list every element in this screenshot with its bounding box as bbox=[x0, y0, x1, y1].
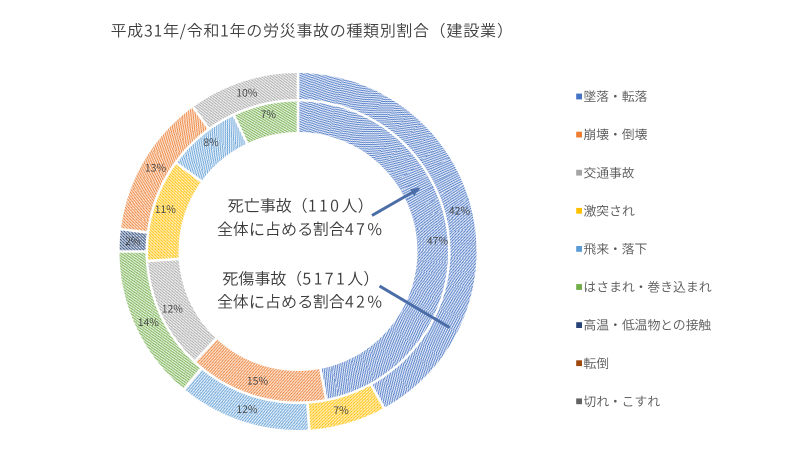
svg-text:42%: 42% bbox=[449, 203, 471, 218]
svg-text:14%: 14% bbox=[138, 315, 160, 330]
svg-text:11%: 11% bbox=[155, 202, 177, 217]
svg-text:47%: 47% bbox=[427, 233, 449, 248]
svg-text:7%: 7% bbox=[261, 107, 277, 122]
svg-text:飛来・落下: 飛来・落下 bbox=[583, 239, 647, 258]
svg-text:12%: 12% bbox=[236, 402, 258, 417]
svg-text:15%: 15% bbox=[247, 374, 269, 389]
svg-text:崩壊・倒壊: 崩壊・倒壊 bbox=[583, 124, 647, 143]
svg-text:死傷事故（5171人）: 死傷事故（5171人） bbox=[222, 265, 379, 289]
svg-text:12%: 12% bbox=[162, 301, 184, 316]
svg-text:はさまれ・巻き込まれ: はさまれ・巻き込まれ bbox=[583, 277, 711, 296]
svg-text:全体に占める割合42%: 全体に占める割合42% bbox=[217, 289, 382, 313]
svg-text:交通事故: 交通事故 bbox=[583, 162, 634, 181]
svg-text:10%: 10% bbox=[236, 85, 258, 100]
svg-text:切れ・こすれ: 切れ・こすれ bbox=[583, 391, 660, 410]
svg-text:13%: 13% bbox=[145, 160, 167, 175]
svg-text:平成31年/令和1年の労災事故の種類別割合（建設業）: 平成31年/令和1年の労災事故の種類別割合（建設業） bbox=[111, 18, 514, 42]
svg-text:高温・低温物との接触: 高温・低温物との接触 bbox=[583, 315, 711, 334]
svg-text:全体に占める割合47%: 全体に占める割合47% bbox=[217, 216, 382, 240]
svg-text:墜落・転落: 墜落・転落 bbox=[583, 86, 647, 105]
svg-text:転倒: 転倒 bbox=[583, 353, 609, 372]
svg-text:激突され: 激突され bbox=[583, 200, 634, 219]
svg-text:死亡事故（110人）: 死亡事故（110人） bbox=[228, 193, 374, 217]
svg-text:8%: 8% bbox=[203, 135, 219, 150]
svg-text:2%: 2% bbox=[125, 234, 141, 249]
svg-text:7%: 7% bbox=[333, 403, 349, 418]
